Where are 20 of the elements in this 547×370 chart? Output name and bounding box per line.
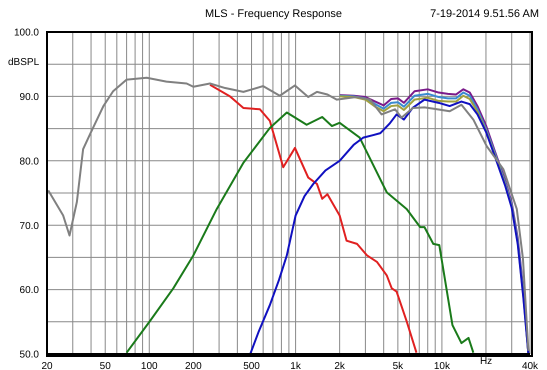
- x-tick-label: 100: [140, 361, 158, 370]
- x-tick-label: 40k: [522, 361, 540, 370]
- y-tick-label: 80.0: [20, 156, 40, 168]
- x-axis-title: Hz: [480, 356, 492, 367]
- x-tick-label: 200: [184, 361, 202, 370]
- x-tick-label: 1k: [290, 361, 302, 370]
- y-tick-label: 50.0: [20, 350, 40, 361]
- x-tick-label: 2k: [334, 361, 346, 370]
- y-tick-label: 100.0: [14, 28, 40, 39]
- text: 7-19-2014 9.51.56 AM: [430, 8, 539, 20]
- y-tick-label: 60.0: [20, 285, 40, 296]
- x-tick-label: 500: [243, 361, 260, 370]
- x-tick-label: 50: [100, 361, 112, 370]
- y-axis-title: dBSPL: [8, 57, 40, 68]
- x-tick-label: 5k: [392, 361, 404, 370]
- chart-title: MLS - Frequency Response: [205, 8, 342, 20]
- x-tick-label: 20: [41, 361, 53, 370]
- y-tick-label: 90.0: [20, 92, 40, 103]
- x-tick-label: 10k: [434, 361, 451, 370]
- y-tick-label: 70.0: [20, 220, 40, 232]
